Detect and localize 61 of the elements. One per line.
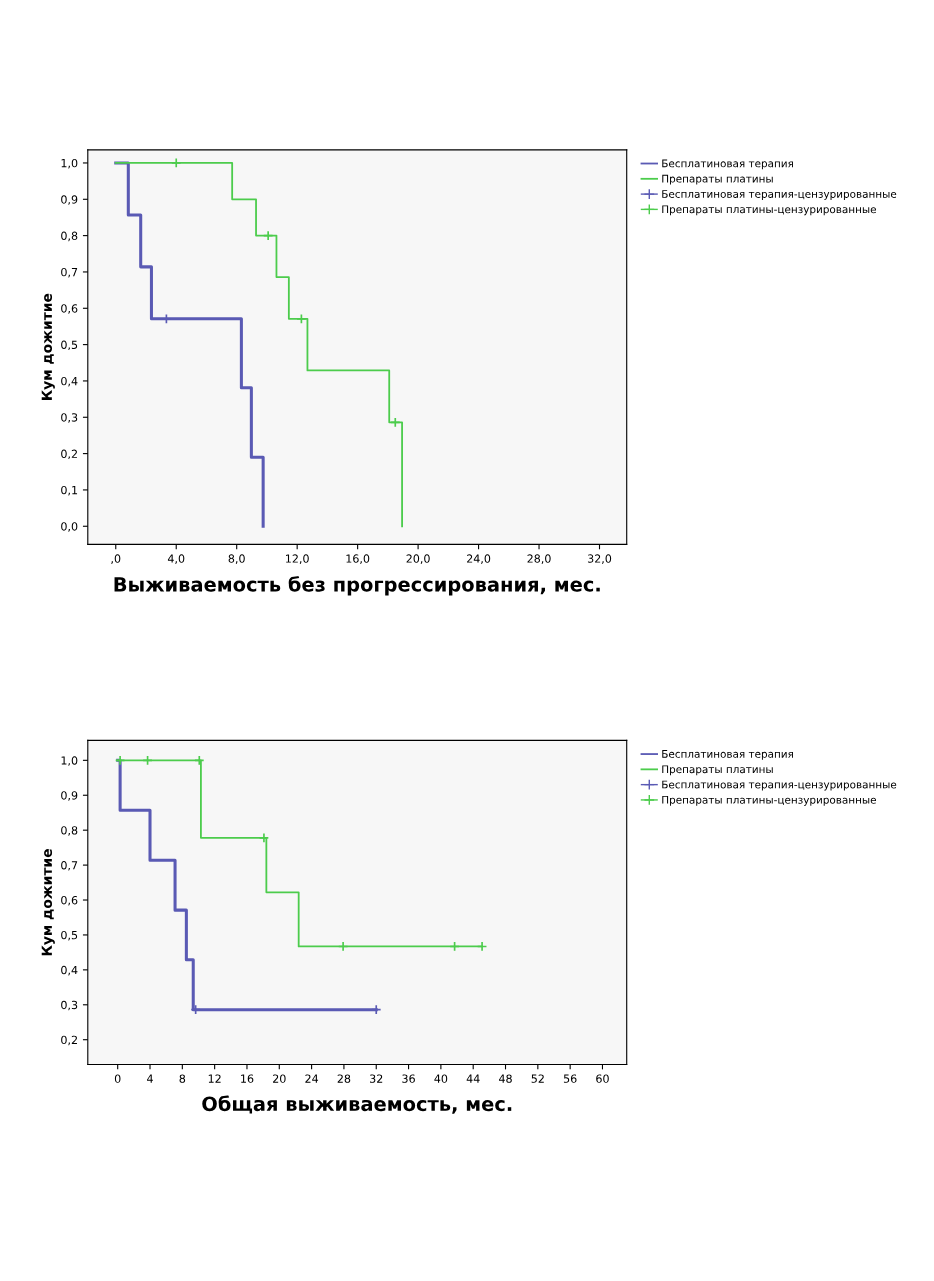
x-tick-label: 36 [402,1074,415,1083]
y-tick-label: 0,8 [61,231,78,242]
y-tick-label: 1,0 [61,158,78,169]
x-tick-label: 4,0 [167,554,185,564]
x-tick-label: 24 [305,1074,319,1083]
x-tick-label: 32 [370,1074,383,1083]
legend-label: Препараты платины-цензурированные [662,205,876,216]
x-tick-label: 20 [273,1074,286,1083]
point [258,832,270,844]
x-tick-label: 56 [563,1074,577,1083]
x-axis-title: Общая выживаемость, мес. [202,1095,512,1114]
y-tick-label: 0,9 [61,791,78,801]
y-tick-label: 0,5 [61,930,78,941]
y-tick-label: 0,1 [61,485,78,496]
x-tick-label: 8 [179,1074,186,1083]
x-tick-label: 28 [337,1074,351,1083]
y-tick-label: 0,0 [61,522,78,532]
y-tick-label: 0,6 [61,304,78,314]
legend-label: Препараты платины [662,174,773,185]
y-axis-title: Кум дожитие [41,849,55,956]
x-tick-label: 44 [466,1074,480,1083]
legend-label: Бесплатиновая терапия-цензурированные [662,190,897,200]
x-tick-label: 40 [434,1074,448,1083]
y-tick-label: 0,8 [61,826,78,836]
y-tick-label: 0,4 [61,376,78,387]
y-tick-label: 0,6 [61,895,78,906]
x-axis-title: Выживаемость без прогрессирования, мес. [114,576,600,596]
y-tick-label: 0,2 [61,449,77,460]
y-tick-label: 0,2 [61,1035,77,1046]
x-tick-label: 20,0 [406,554,430,564]
y-tick-label: 0,7 [61,861,78,871]
point [194,755,205,766]
x-tick-label: 24,0 [467,554,491,564]
y-tick-label: 0,5 [61,340,78,351]
x-tick-label: 60 [596,1074,609,1083]
x-tick-label: 4 [147,1074,153,1083]
y-tick-label: 0,3 [61,1000,78,1011]
legend-label: Бесплатиновая терапия-цензурированные [662,780,897,791]
y-tick-label: 1,0 [61,756,78,766]
y-tick-label: 0,3 [61,413,78,423]
x-tick-label: 16 [241,1074,254,1083]
point [171,157,182,169]
x-tick-label: 0 [114,1074,121,1083]
x-tick-label: 16,0 [346,554,370,564]
legend-label: Препараты платины-цензурированные [662,795,876,806]
x-tick-label: 8,0 [228,554,245,564]
x-tick-label: 32,0 [587,554,612,564]
x-tick-label: 28,0 [527,554,551,564]
x-tick-label: ,0 [111,554,121,564]
y-axis-title: Кум дожитие [41,293,55,400]
x-tick-label: 52 [531,1074,544,1083]
x-tick-label: 12,0 [286,554,309,564]
y-tick-label: 0,4 [61,965,78,976]
y-tick-label: 0,9 [61,195,78,205]
legend-label: Бесплатиновая терапия [662,750,793,760]
x-tick-label: 48 [498,1074,512,1083]
legend-label: Бесплатиновая терапия [662,159,793,170]
x-tick-label: 12 [208,1074,221,1083]
legend-label: Препараты платины [662,765,773,776]
y-tick-label: 0,7 [61,267,78,278]
point [371,1004,382,1015]
